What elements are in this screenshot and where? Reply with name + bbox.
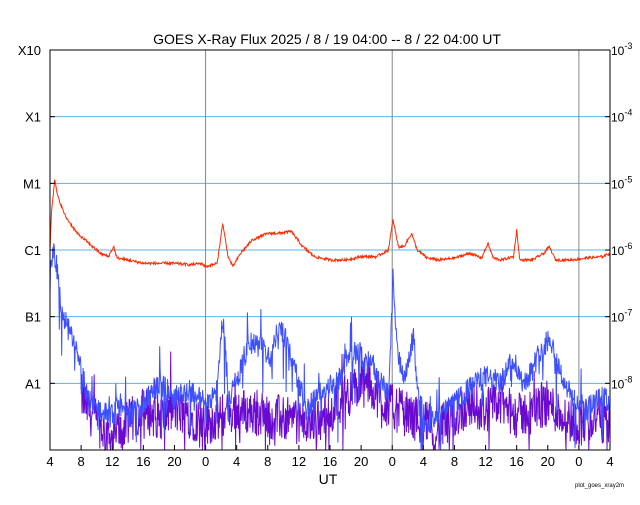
y-class-label: C1: [24, 243, 41, 258]
chart-title: GOES X-Ray Flux 2025 / 8 / 19 04:00 -- 8…: [153, 31, 501, 47]
y-flux-label: 10-3: [611, 41, 632, 58]
y-flux-label: 10-6: [611, 241, 632, 258]
x-tick-label: 20: [354, 454, 368, 469]
x-tick-label: 4: [420, 454, 427, 469]
y-flux-label: 10-4: [611, 108, 632, 125]
x-tick-label: 4: [606, 454, 613, 469]
y-flux-label: 10-5: [611, 174, 632, 191]
footer-label: plot_goes_xray2m: [575, 483, 624, 489]
y-class-label: M1: [23, 176, 41, 191]
x-tick-label: 16: [136, 454, 150, 469]
flux-series-line: [49, 243, 611, 451]
y-class-labels: X10 X1 M1 C1 B1 A1: [18, 43, 55, 391]
y-class-label: A1: [25, 376, 41, 391]
y-class-label: B1: [25, 310, 41, 325]
y-class-label: X10: [18, 43, 41, 58]
series-layer: [49, 179, 611, 452]
x-tick-label: 20: [541, 454, 555, 469]
x-tick-label: 20: [167, 454, 181, 469]
x-axis-ticks: 4 8 12 16 20 0 4 8 12 16 20 0 4 8 12 16 20 0 4: [46, 445, 614, 469]
x-tick-label: 4: [233, 454, 240, 469]
x-tick-label: 8: [264, 454, 271, 469]
y-class-label: X1: [25, 110, 41, 125]
x-tick-label: 16: [509, 454, 523, 469]
x-tick-label: 12: [478, 454, 492, 469]
y-flux-label: 10-8: [611, 374, 632, 391]
x-tick-label: 8: [451, 454, 458, 469]
flux-series-line: [49, 179, 611, 269]
y-flux-label: 10-7: [611, 308, 632, 325]
x-tick-label: 0: [575, 454, 582, 469]
x-tick-label: 0: [389, 454, 396, 469]
x-axis-label: UT: [319, 471, 338, 487]
x-tick-label: 12: [292, 454, 306, 469]
y-flux-labels: 10-3 10-4 10-5 10-6 10-7 10-8: [605, 41, 632, 391]
x-tick-label: 0: [202, 454, 209, 469]
flux-series-line: [80, 346, 611, 452]
day-boundary-lines: [205, 50, 580, 450]
x-tick-label: 12: [105, 454, 119, 469]
x-tick-label: 4: [46, 454, 53, 469]
x-tick-label: 16: [323, 454, 337, 469]
gridlines: [50, 116, 610, 384]
x-tick-label: 8: [77, 454, 84, 469]
